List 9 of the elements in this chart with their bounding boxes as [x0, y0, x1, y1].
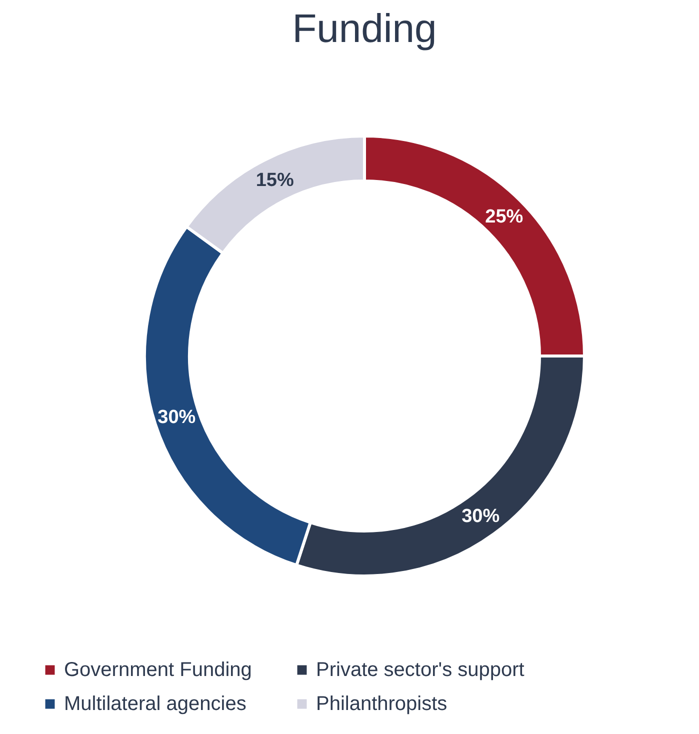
chart-title: Funding [292, 7, 437, 51]
data-label: 30% [158, 407, 196, 428]
legend-label: Private sector's support [316, 659, 525, 681]
data-label: 30% [462, 506, 500, 527]
legend-label: Government Funding [64, 659, 252, 681]
legend-label: Philanthropists [316, 693, 448, 715]
legend-label: Multilateral agencies [64, 693, 246, 715]
data-label: 25% [485, 206, 524, 228]
data-label: 15% [256, 170, 294, 192]
